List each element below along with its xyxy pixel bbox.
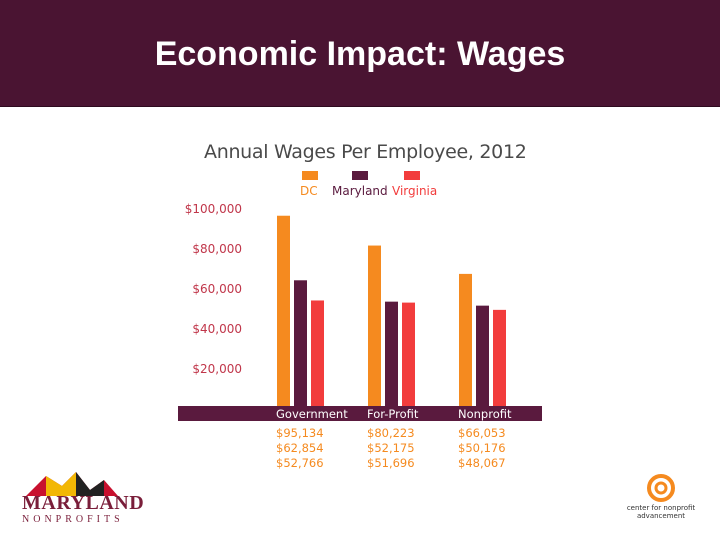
category-band	[178, 406, 542, 421]
category-label-government: Government	[276, 407, 348, 421]
legend-swatch-virginia	[404, 171, 420, 180]
slide-title: Economic Impact: Wages	[154, 35, 566, 73]
center-for-nonprofit-advancement-logo: center for nonprofit advancement	[618, 474, 704, 524]
data-label-dc-government: $95,134	[276, 426, 324, 440]
slide-header: Economic Impact: Wages	[0, 0, 720, 107]
bar-virginia-for-profit	[402, 302, 415, 406]
y-tick-label: $20,000	[192, 362, 242, 376]
legend-label-maryland: Maryland	[332, 184, 388, 198]
y-tick-label: $60,000	[192, 282, 242, 296]
legend-label-virginia: Virginia	[392, 184, 438, 198]
y-tick-label: $40,000	[192, 322, 242, 336]
data-label-maryland-nonprofit: $50,176	[458, 441, 506, 455]
category-label-for-profit: For-Profit	[367, 407, 419, 421]
data-label-virginia-government: $52,766	[276, 456, 324, 470]
bar-virginia-nonprofit	[493, 309, 506, 406]
bar-dc-government	[277, 215, 290, 406]
maryland-nonprofits-logo: MARYLAND NONPROFITS	[18, 468, 144, 528]
data-label-virginia-nonprofit: $48,067	[458, 456, 506, 470]
y-tick-label: $80,000	[192, 242, 242, 256]
data-label-dc-nonprofit: $66,053	[458, 426, 506, 440]
logo-word: MARYLAND	[22, 492, 145, 514]
category-label-nonprofit: Nonprofit	[458, 407, 512, 421]
logo-sub: NONPROFITS	[22, 514, 124, 525]
bar-virginia-government	[311, 300, 324, 406]
bar-maryland-for-profit	[385, 301, 398, 406]
bar-maryland-government	[294, 280, 307, 406]
bar-maryland-nonprofit	[476, 305, 489, 406]
data-label-dc-for-profit: $80,223	[367, 426, 415, 440]
spiral-icon	[647, 474, 675, 502]
chart-title: Annual Wages Per Employee, 2012	[204, 141, 527, 163]
data-label-maryland-for-profit: $52,175	[367, 441, 415, 455]
bar-dc-nonprofit	[459, 273, 472, 406]
legend-label-dc: DC	[300, 184, 318, 198]
legend-swatch-dc	[302, 171, 318, 180]
data-label-virginia-for-profit: $51,696	[367, 456, 415, 470]
legend-swatch-maryland	[352, 171, 368, 180]
data-label-maryland-government: $62,854	[276, 441, 324, 455]
maryland-flag-icon	[26, 472, 118, 496]
bar-dc-for-profit	[368, 245, 381, 406]
y-tick-label: $100,000	[184, 202, 242, 216]
logo-right-text: center for nonprofit advancement	[626, 504, 696, 520]
